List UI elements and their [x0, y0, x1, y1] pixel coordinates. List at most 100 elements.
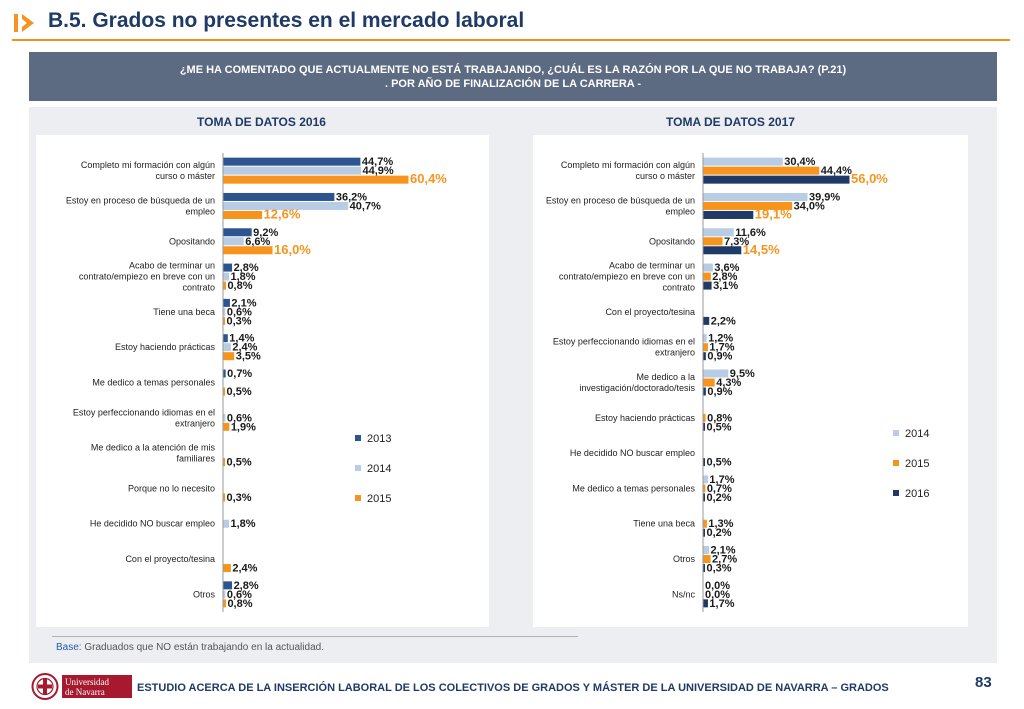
- data-label-2016-otros: 0,3%: [707, 563, 732, 575]
- legend-label-2015: 2015: [367, 493, 391, 505]
- category-label-me-dedico-a-la-investigacion-doctorado-t: Me dedico a la investigación/doctorado/te…: [579, 372, 695, 393]
- bar-2015-acabo-de-terminar-un-contrato-empiezo-en: [223, 281, 226, 290]
- bar-2014-estoy-en-proceso-de-busqueda-de-un-emple: [223, 201, 349, 210]
- bar-2015-tiene-una-beca: [223, 316, 225, 325]
- data-label-2016-estoy-haciendo-practicas: 0,5%: [707, 421, 732, 433]
- data-label-2015-estoy-perfeccionando-idiomas-en-el-extra: 1,7%: [709, 342, 734, 354]
- data-label-2015-me-dedico-a-temas-personales: 0,7%: [707, 483, 732, 495]
- data-label-2015-estoy-perfeccionando-idiomas-en-el-extra: 1,9%: [231, 421, 256, 433]
- chevron-bar-icon: [14, 14, 34, 32]
- data-label-2014-me-dedico-a-temas-personales: 1,7%: [709, 474, 734, 486]
- data-label-2014-otros: 2,1%: [710, 545, 735, 557]
- category-label-me-dedico-a-temas-personales: Me dedico a temas personales: [572, 483, 695, 493]
- bar-2015-estoy-perfeccionando-idiomas-en-el-extra: [223, 422, 230, 431]
- data-label-2013-acabo-de-terminar-un-contrato-empiezo-en: 2,8%: [234, 262, 259, 274]
- svg-text:de Navarra: de Navarra: [65, 687, 105, 697]
- data-label-2014-estoy-en-proceso-de-busqueda-de-un-emple: 40,7%: [350, 200, 381, 212]
- title-divider: [12, 39, 1010, 41]
- data-label-2014-estoy-perfeccionando-idiomas-en-el-extra: 1,2%: [708, 333, 733, 345]
- bar-2015-acabo-de-terminar-un-contrato-empiezo-en: [703, 272, 711, 281]
- bar-2015-estoy-en-proceso-de-busqueda-de-un-emple: [703, 201, 793, 210]
- data-label-2013-me-dedico-a-temas-personales: 0,7%: [227, 368, 252, 380]
- bar-2014-otros: [223, 590, 226, 599]
- page-title: B.5. Grados no presentes en el mercado l…: [48, 9, 525, 32]
- data-label-2016-con-el-proyecto-tesina: 2,2%: [711, 315, 736, 327]
- bar-2016-completo-mi-formacion-con-algun-curso-o-: [703, 175, 850, 184]
- data-label-2013-completo-mi-formacion-con-algun-curso-o-: 44,7%: [362, 156, 393, 168]
- question-line-2: . POR AÑO DE FINALIZACIÓN DE LA CARRERA …: [384, 78, 642, 90]
- data-label-2015-completo-mi-formacion-con-algun-curso-o-: 44,4%: [821, 165, 852, 177]
- svg-text:Universidad: Universidad: [65, 677, 109, 687]
- legend-label-2015: 2015: [905, 458, 929, 470]
- bar-2013-acabo-de-terminar-un-contrato-empiezo-en: [223, 263, 233, 272]
- bar-2014-estoy-haciendo-practicas: [223, 343, 231, 352]
- category-label-estoy-perfeccionando-idiomas-en-el-extra: Estoy perfeccionando idiomas en el extran…: [553, 337, 695, 358]
- data-label-2015-me-dedico-a-temas-personales: 0,5%: [227, 386, 252, 398]
- category-label-opositando: Opositando: [169, 236, 215, 246]
- legend-swatch-2015: [893, 460, 899, 466]
- data-label-2016-completo-mi-formacion-con-algun-curso-o-: 56,0%: [851, 171, 888, 186]
- data-label-2015-otros: 2,7%: [712, 554, 737, 566]
- data-label-2015-ns-nc: 0,0%: [705, 589, 730, 601]
- data-label-2015-porque-no-lo-necesito: 0,3%: [227, 492, 252, 504]
- bar-2015-completo-mi-formacion-con-algun-curso-o-: [223, 175, 409, 184]
- data-label-2013-estoy-en-proceso-de-busqueda-de-un-emple: 36,2%: [336, 191, 367, 203]
- legend-swatch-2014: [355, 465, 361, 471]
- legend-swatch-2016: [893, 490, 899, 496]
- category-label-porque-no-lo-necesito: Porque no lo necesito: [128, 483, 215, 493]
- bar-2014-estoy-en-proceso-de-busqueda-de-un-emple: [703, 192, 808, 201]
- bar-2014-me-dedico-a-temas-personales: [703, 475, 708, 484]
- category-label-he-decidido-no-buscar-empleo: He decidido NO buscar empleo: [90, 519, 215, 529]
- data-label-2016-opositando: 14,5%: [743, 242, 780, 257]
- legend-label-2014: 2014: [367, 463, 391, 475]
- legend-swatch-2014: [893, 430, 899, 436]
- bar-2013-otros: [223, 581, 233, 590]
- bar-2014-acabo-de-terminar-un-contrato-empiezo-en: [223, 272, 230, 281]
- bar-2015-opositando: [703, 237, 723, 246]
- data-label-2016-tiene-una-beca: 0,2%: [707, 527, 732, 539]
- bar-2016-me-dedico-a-la-investigacion-doctorado-t: [703, 387, 706, 396]
- category-label-acabo-de-terminar-un-contrato-empiezo-en: Acabo de terminar un contrato/empiezo en …: [559, 261, 695, 293]
- data-label-2014-estoy-perfeccionando-idiomas-en-el-extra: 0,6%: [227, 412, 252, 424]
- data-label-2016-me-dedico-a-temas-personales: 0,2%: [707, 492, 732, 504]
- bar-2014-otros: [703, 546, 709, 555]
- bar-2014-completo-mi-formacion-con-algun-curso-o-: [223, 166, 362, 175]
- legend-label-2013: 2013: [367, 433, 391, 445]
- category-label-me-dedico-a-la-atencion-de-mis-familiare: Me dedico a la atención de mis familiares: [91, 443, 216, 464]
- data-label-2014-me-dedico-a-la-investigacion-doctorado-t: 9,5%: [730, 368, 755, 380]
- category-label-tiene-una-beca: Tiene una beca: [633, 519, 695, 529]
- data-label-2015-tiene-una-beca: 1,3%: [708, 518, 733, 530]
- bar-2016-opositando: [703, 246, 742, 255]
- data-label-2015-completo-mi-formacion-con-algun-curso-o-: 60,4%: [410, 171, 447, 186]
- data-label-2016-estoy-en-proceso-de-busqueda-de-un-emple: 19,1%: [755, 206, 792, 221]
- category-label-completo-mi-formacion-con-algun-curso-o-: Completo mi formación con algún curso o m…: [81, 160, 215, 181]
- bar-2013-estoy-haciendo-practicas: [223, 334, 228, 343]
- category-label-completo-mi-formacion-con-algun-curso-o-: Completo mi formación con algún curso o m…: [561, 160, 695, 181]
- bar-2015-me-dedico-a-temas-personales: [223, 387, 226, 396]
- legend-label-2016: 2016: [905, 488, 929, 500]
- data-label-2014-opositando: 11,6%: [735, 227, 766, 239]
- category-label-estoy-haciendo-practicas: Estoy haciendo prácticas: [595, 413, 696, 423]
- chart-title-2017: TOMA DE DATOS 2017: [666, 115, 795, 129]
- bar-2014-he-decidido-no-buscar-empleo: [223, 519, 230, 528]
- bar-2016-me-dedico-a-temas-personales: [703, 493, 705, 502]
- footer-title: ESTUDIO ACERCA DE LA INSERCIÓN LABORAL D…: [137, 682, 889, 694]
- category-label-con-el-proyecto-tesina: Con el proyecto/tesina: [605, 307, 695, 317]
- category-label-estoy-haciendo-practicas: Estoy haciendo prácticas: [115, 342, 216, 352]
- data-label-2014-opositando: 6,6%: [245, 236, 270, 248]
- bar-2014-acabo-de-terminar-un-contrato-empiezo-en: [703, 263, 713, 272]
- category-label-estoy-perfeccionando-idiomas-en-el-extra: Estoy perfeccionando idiomas en el extran…: [73, 407, 215, 428]
- category-label-ns-nc: Ns/nc: [672, 589, 696, 599]
- data-label-2015-me-dedico-a-la-atencion-de-mis-familiare: 0,5%: [227, 457, 252, 469]
- data-label-2014-completo-mi-formacion-con-algun-curso-o-: 30,4%: [784, 156, 815, 168]
- bar-2015-me-dedico-a-temas-personales: [703, 484, 706, 493]
- data-label-2015-estoy-haciendo-practicas: 3,5%: [236, 351, 261, 363]
- data-label-2014-acabo-de-terminar-un-contrato-empiezo-en: 3,6%: [714, 262, 739, 274]
- data-label-2015-con-el-proyecto-tesina: 2,4%: [232, 563, 257, 575]
- bar-2016-ns-nc: [703, 599, 708, 608]
- category-label-tiene-una-beca: Tiene una beca: [153, 307, 215, 317]
- page-number: 83: [975, 674, 992, 691]
- bar-2014-opositando: [703, 228, 734, 237]
